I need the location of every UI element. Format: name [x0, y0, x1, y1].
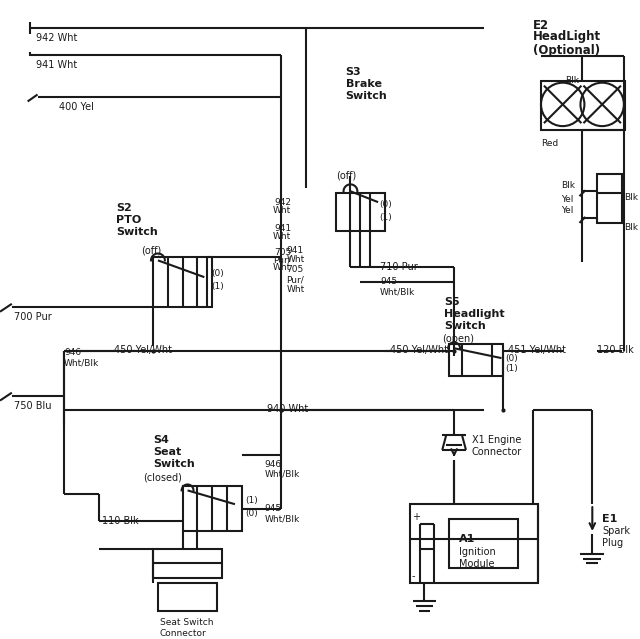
- Bar: [182, 486, 242, 531]
- Text: Blk: Blk: [564, 76, 579, 85]
- Text: Blk: Blk: [624, 193, 638, 203]
- Bar: [335, 193, 385, 231]
- Text: 945: 945: [264, 504, 282, 513]
- Text: (closed): (closed): [143, 473, 182, 482]
- Text: S2: S2: [116, 203, 132, 213]
- Text: 120 Blk: 120 Blk: [597, 345, 634, 355]
- Text: S4: S4: [153, 435, 169, 445]
- Text: (open): (open): [442, 334, 474, 344]
- Text: (0): (0): [506, 354, 518, 363]
- Text: Pur/: Pur/: [286, 275, 304, 284]
- Text: Switch: Switch: [153, 459, 195, 469]
- Text: (0): (0): [379, 200, 392, 209]
- Text: Brake: Brake: [346, 79, 381, 89]
- Text: Switch: Switch: [116, 227, 158, 237]
- Text: 941: 941: [286, 245, 303, 254]
- Text: Wht: Wht: [273, 232, 291, 241]
- Text: Seat: Seat: [153, 447, 181, 457]
- Text: Red: Red: [541, 139, 558, 148]
- Text: Wht: Wht: [286, 256, 305, 265]
- Text: Wht: Wht: [273, 263, 291, 272]
- Text: +: +: [412, 512, 420, 522]
- Text: Pur/: Pur/: [273, 256, 291, 265]
- Text: Wht/Blk: Wht/Blk: [64, 358, 99, 367]
- Text: 945: 945: [380, 277, 397, 286]
- Text: 110 Blk: 110 Blk: [102, 516, 138, 526]
- Text: 941: 941: [274, 224, 291, 233]
- Text: 940 Wht: 940 Wht: [266, 403, 308, 413]
- Text: Yel: Yel: [561, 196, 573, 204]
- Text: 705: 705: [274, 247, 291, 256]
- Text: Wht: Wht: [273, 206, 291, 215]
- Text: Blk: Blk: [624, 223, 638, 232]
- Text: 451 Yel/Wht: 451 Yel/Wht: [508, 345, 566, 355]
- Text: 710 Pur: 710 Pur: [380, 263, 418, 272]
- Text: Connector: Connector: [160, 629, 207, 638]
- Text: 700 Pur: 700 Pur: [14, 312, 52, 321]
- Text: E2: E2: [533, 19, 549, 31]
- Text: HeadLight: HeadLight: [533, 31, 601, 43]
- Text: A1: A1: [459, 534, 476, 544]
- Text: Wht/Blk: Wht/Blk: [264, 470, 300, 479]
- Text: E1: E1: [602, 514, 618, 524]
- Text: S3: S3: [346, 67, 361, 77]
- Text: 942 Wht: 942 Wht: [36, 33, 77, 43]
- Bar: [410, 504, 538, 583]
- Text: 946: 946: [64, 348, 81, 357]
- Text: Yel: Yel: [561, 206, 573, 215]
- Text: (0): (0): [211, 269, 224, 278]
- Text: 946: 946: [264, 460, 282, 469]
- Text: (1): (1): [379, 213, 392, 222]
- Text: Wht/Blk: Wht/Blk: [264, 514, 300, 523]
- Bar: [153, 549, 222, 578]
- Text: 750 Blu: 750 Blu: [14, 401, 51, 411]
- Text: Blk: Blk: [561, 181, 575, 190]
- Bar: [597, 174, 622, 223]
- Text: Plug: Plug: [602, 538, 623, 548]
- Bar: [158, 583, 217, 611]
- Bar: [541, 81, 625, 130]
- Text: Ignition: Ignition: [459, 546, 496, 557]
- Text: Module: Module: [459, 558, 495, 569]
- Bar: [449, 344, 504, 376]
- Text: Wht: Wht: [286, 285, 305, 294]
- Text: (1): (1): [211, 282, 224, 291]
- Bar: [153, 258, 212, 307]
- Text: Switch: Switch: [346, 91, 387, 100]
- Text: (off): (off): [335, 171, 356, 181]
- Text: (off): (off): [141, 245, 161, 256]
- Text: Headlight: Headlight: [444, 309, 505, 319]
- Text: (Optional): (Optional): [533, 44, 600, 57]
- Text: (1): (1): [506, 364, 518, 373]
- Text: 941 Wht: 941 Wht: [36, 60, 77, 70]
- Text: -: -: [412, 571, 415, 581]
- Text: Spark: Spark: [602, 526, 630, 536]
- Bar: [449, 519, 518, 568]
- Text: X1 Engine: X1 Engine: [472, 435, 521, 445]
- Text: Seat Switch: Seat Switch: [160, 618, 213, 627]
- Text: 400 Yel: 400 Yel: [60, 102, 94, 112]
- Text: (1): (1): [245, 497, 257, 505]
- Text: 705: 705: [286, 265, 303, 274]
- Text: 450 Yel/Wht: 450 Yel/Wht: [390, 345, 448, 355]
- Text: 942: 942: [274, 198, 291, 207]
- Text: 450 Yel/Wht: 450 Yel/Wht: [113, 345, 172, 355]
- Text: PTO: PTO: [116, 215, 141, 225]
- Text: Connector: Connector: [472, 447, 522, 457]
- Text: S5: S5: [444, 297, 460, 307]
- Text: (0): (0): [245, 509, 257, 518]
- Text: Switch: Switch: [444, 321, 486, 330]
- Text: Wht/Blk: Wht/Blk: [380, 287, 415, 296]
